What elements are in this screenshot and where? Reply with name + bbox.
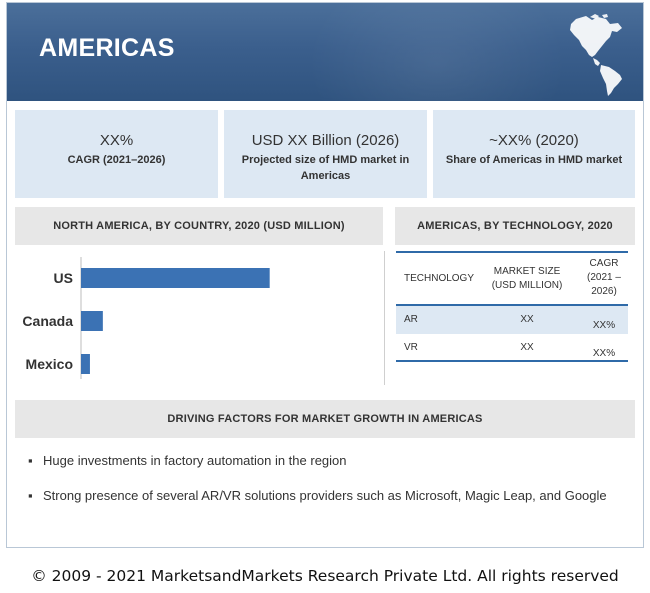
bullet-icon: ▪ (28, 453, 33, 468)
cagr-card: XX% CAGR (2021–2026) (15, 110, 218, 198)
drivers-heading: DRIVING FACTORS FOR MARKET GROWTH IN AME… (15, 400, 635, 438)
category-label: Mexico (26, 356, 73, 372)
technology-table: TECHNOLOGY MARKET SIZE (USD MILLION) CAG… (396, 251, 628, 362)
row-market-size: XX (520, 314, 534, 325)
projected-size-card: USD XX Billion (2026) Projected size of … (224, 110, 427, 198)
cagr-caption: CAGR (2021–2026) (67, 154, 166, 166)
market-share-value: ~XX% (2020) (489, 132, 579, 149)
drivers-list: ▪ Huge investments in factory automation… (15, 451, 635, 521)
banner-sheen (307, 3, 567, 101)
table-header-row: TECHNOLOGY MARKET SIZE (USD MILLION) CAG… (396, 253, 628, 306)
row-technology: VR (404, 342, 418, 353)
table-top-rule (396, 251, 628, 253)
row-cagr: XX% (592, 348, 616, 359)
driver-text: Huge investments in factory automation i… (43, 453, 347, 468)
row-market-size: XX (520, 342, 534, 353)
header-technology: TECHNOLOGY (404, 273, 475, 284)
projected-size-caption: Projected size of HMD market in Americas (241, 154, 410, 182)
panel-divider (384, 251, 385, 385)
bar-canada (81, 311, 103, 331)
list-item: ▪ Huge investments in factory automation… (15, 451, 635, 470)
row-technology: AR (404, 314, 418, 325)
header-cagr: CAGR (2021 – 2026) (587, 258, 621, 297)
bar-mexico (81, 354, 90, 374)
cagr-value: XX% (99, 132, 134, 149)
region-banner: AMERICAS (7, 3, 643, 101)
bullet-icon: ▪ (28, 488, 33, 503)
list-item: ▪ Strong presence of several AR/VR solut… (15, 486, 635, 505)
category-label: Canada (22, 313, 73, 329)
table-row: VR XX XX% (396, 334, 628, 362)
infographic-frame: AMERICAS XX% CAGR (2021–2026) USD XX Bil… (6, 2, 644, 548)
north-america-bar-chart: US Canada Mexico (22, 257, 270, 379)
table-row: AR XX XX% (396, 306, 628, 334)
market-share-caption: Share of Americas in HMD market (445, 154, 623, 166)
north-america-heading: NORTH AMERICA, BY COUNTRY, 2020 (USD MIL… (15, 207, 383, 245)
driver-text: Strong presence of several AR/VR solutio… (43, 488, 607, 503)
market-share-card: ~XX% (2020) Share of Americas in HMD mar… (433, 110, 635, 198)
copyright-notice: © 2009 - 2021 MarketsandMarkets Research… (31, 567, 619, 585)
bar-us (81, 268, 270, 288)
row-cagr: XX% (592, 320, 616, 331)
region-title: AMERICAS (39, 34, 175, 62)
technology-heading: AMERICAS, BY TECHNOLOGY, 2020 (395, 207, 635, 245)
americas-map-icon (570, 14, 622, 96)
header-market-size: MARKET SIZE (USD MILLION) (491, 266, 563, 291)
category-label: US (54, 270, 73, 286)
projected-size-value: USD XX Billion (2026) (251, 132, 400, 149)
